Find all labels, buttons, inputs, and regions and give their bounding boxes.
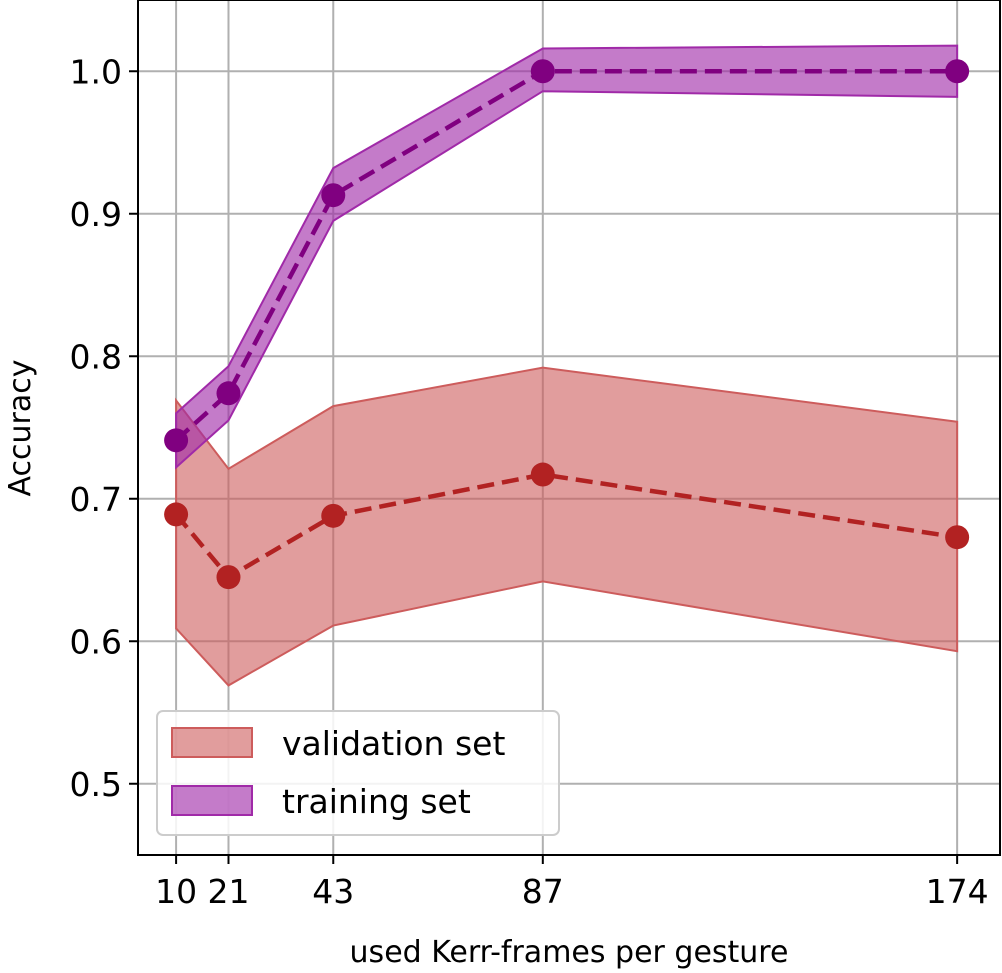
- y-tick-label: 0.9: [70, 195, 122, 234]
- x-tick-label: 21: [207, 872, 249, 911]
- legend-label-validation-set: validation set: [282, 724, 505, 763]
- validation-set-point: [321, 503, 346, 528]
- y-tick-label: 0.8: [70, 337, 122, 376]
- validation-set-point: [530, 462, 555, 487]
- validation-set-point: [216, 565, 241, 590]
- validation-set-point: [164, 502, 189, 527]
- legend: validation set training set: [156, 710, 560, 836]
- x-tick-label: 10: [155, 872, 197, 911]
- legend-box: [156, 710, 560, 836]
- x-tick-label: 87: [522, 872, 564, 911]
- legend-swatch-training-set: [171, 785, 253, 816]
- training-set-point: [164, 428, 189, 453]
- x-tick-label: 43: [312, 872, 354, 911]
- training-set-point: [321, 183, 346, 208]
- series-points: [164, 59, 970, 590]
- training-set-point: [945, 59, 970, 84]
- validation-set-point: [945, 525, 970, 550]
- y-tick-label: 0.7: [70, 480, 122, 519]
- training-set-point: [530, 59, 555, 84]
- legend-swatch-validation-set: [171, 727, 253, 758]
- plot-frame: [137, 0, 1001, 856]
- y-axis-label: Accuracy: [3, 360, 38, 497]
- x-tick-label: 174: [926, 872, 989, 911]
- axis-ticks: 10 21 43 87 174 0.5 0.6 0.7 0.8 0.9 1.0: [70, 52, 989, 911]
- training-set-band: [175, 44, 959, 470]
- training-set-point: [216, 381, 241, 406]
- training-set-line: [174, 69, 958, 442]
- confidence-bands: [175, 44, 959, 687]
- y-tick-label: 0.6: [70, 622, 122, 661]
- legend-label-training-set: training set: [282, 782, 471, 821]
- y-tick-label: 0.5: [70, 765, 122, 804]
- y-tick-label: 1.0: [70, 52, 122, 91]
- x-axis-label: used Kerr-frames per gesture: [350, 935, 789, 970]
- validation-set-band: [175, 366, 959, 687]
